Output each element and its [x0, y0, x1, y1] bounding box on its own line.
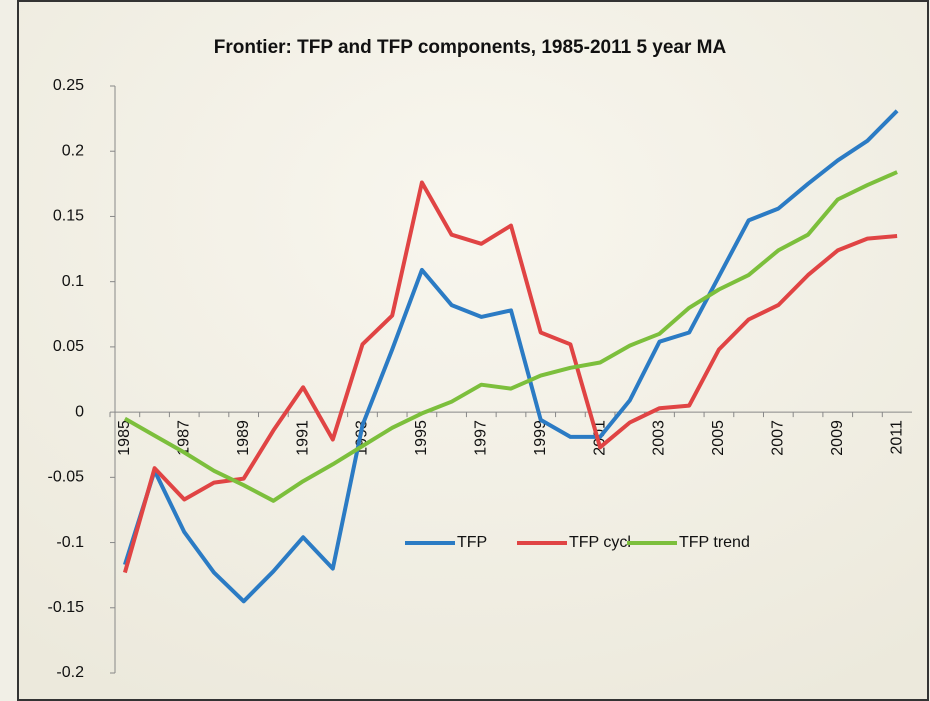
x-tick-label: 2005 [710, 420, 727, 456]
data-line [122, 180, 898, 574]
y-tick-label: 0 [75, 403, 84, 420]
y-tick-label: -0.15 [48, 599, 85, 616]
y-tick-label: -0.05 [48, 469, 85, 486]
x-tick-label: 1991 [294, 420, 311, 456]
y-tick-label: 0.05 [53, 338, 84, 355]
data-line [122, 109, 899, 604]
y-tick-label: 0.15 [53, 208, 84, 225]
x-tick-label: 2011 [888, 420, 905, 455]
x-tick-label: 1999 [532, 420, 549, 456]
y-tick-label: -0.1 [56, 534, 84, 551]
x-tick-label: 1995 [413, 420, 430, 456]
x-tick-label: 1987 [175, 420, 192, 456]
y-tick-label: 0.2 [62, 142, 84, 159]
legend-label: TFP [457, 534, 487, 551]
y-tick-label: 0.25 [53, 77, 84, 94]
y-tick-label: -0.2 [56, 664, 84, 681]
x-tick-label: 1985 [116, 420, 133, 456]
x-tick-label: 1989 [235, 420, 252, 456]
x-tick-label: 2003 [651, 420, 668, 456]
legend-label: TFP cycl [569, 534, 631, 551]
chart-frame [17, 0, 929, 701]
y-tick-label: 0.1 [62, 273, 84, 290]
x-tick-label: 1997 [473, 420, 490, 456]
data-line [123, 170, 898, 503]
chart-title: Frontier: TFP and TFP components, 1985-2… [214, 37, 727, 58]
legend-label: TFP trend [679, 534, 750, 551]
x-tick-label: 2009 [829, 420, 846, 456]
x-tick-label: 2007 [770, 420, 787, 456]
